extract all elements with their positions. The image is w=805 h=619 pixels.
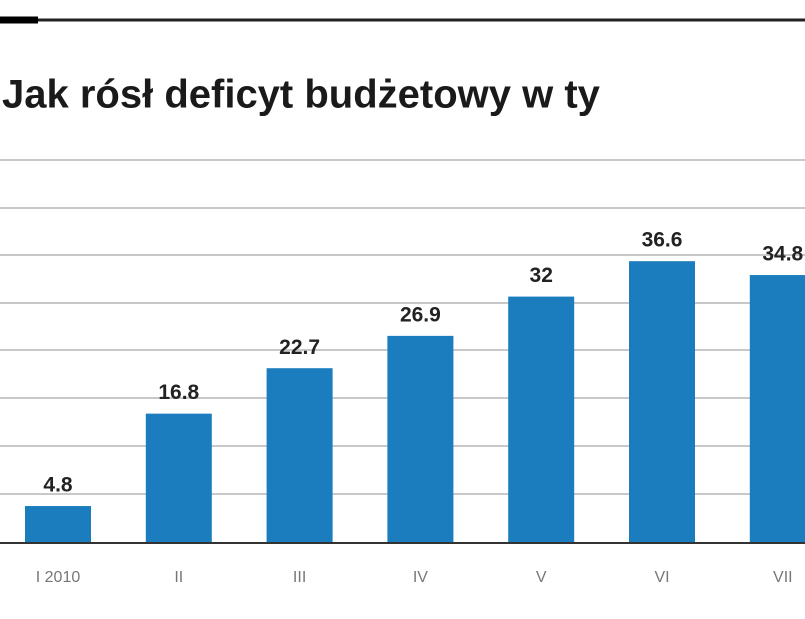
value-label: 36.6 [642, 229, 683, 252]
bar [629, 261, 695, 543]
x-tick-label: V [536, 569, 547, 586]
bar [508, 296, 575, 543]
value-label: 32 [530, 264, 553, 287]
x-tick-label: IV [413, 569, 428, 586]
value-label: 4.8 [43, 474, 73, 497]
value-label: 16.8 [158, 381, 199, 404]
bar [387, 335, 454, 543]
bar [749, 275, 805, 543]
x-tick-label: VII [773, 569, 793, 586]
chart-title: Jak rósł deficyt budżetowy w ty [2, 73, 601, 117]
bar [145, 413, 212, 543]
x-tick-label: VI [654, 569, 669, 586]
value-label: 22.7 [279, 336, 320, 359]
x-tick-label: I 2010 [36, 569, 81, 586]
bar [25, 506, 91, 543]
value-label: 26.9 [400, 303, 441, 326]
x-tick-label: III [293, 569, 306, 586]
x-tick-label: II [174, 569, 183, 586]
value-label: 34.8 [762, 243, 803, 266]
bar [266, 368, 333, 543]
